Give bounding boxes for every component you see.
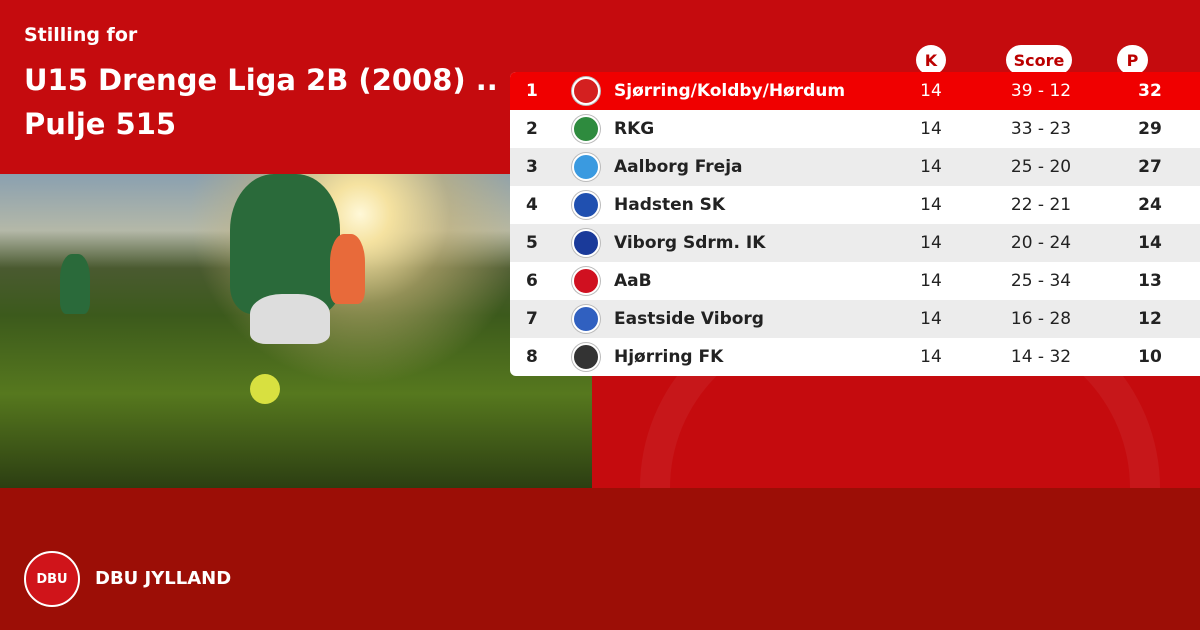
team-name[interactable]: Viborg Sdrm. IK (614, 233, 766, 253)
team-name[interactable]: Eastside Viborg (614, 309, 764, 329)
team-logo-icon (572, 77, 600, 105)
team-logo-cell (562, 77, 610, 105)
team-name[interactable]: AaB (614, 271, 652, 291)
team-logo-cell (562, 191, 610, 219)
points: 32 (1138, 81, 1162, 101)
matches-played: 14 (920, 309, 942, 329)
position: 5 (526, 233, 538, 253)
table-row[interactable]: 6 AaB 14 25 - 34 13 (510, 262, 1200, 300)
header-area: Stilling for U15 Drenge Liga 2B (2008) .… (0, 0, 1200, 488)
team-name[interactable]: Hjørring FK (614, 347, 724, 367)
team-logo-icon (572, 267, 600, 295)
position: 8 (526, 347, 538, 367)
team-logo-icon (572, 191, 600, 219)
points: 13 (1138, 271, 1162, 291)
position: 3 (526, 157, 538, 177)
table-row[interactable]: 2 RKG 14 33 - 23 29 (510, 110, 1200, 148)
matches-played: 14 (920, 81, 942, 101)
team-logo-cell (562, 229, 610, 257)
team-name[interactable]: Hadsten SK (614, 195, 726, 215)
table-row[interactable]: 7 Eastside Viborg 14 16 - 28 12 (510, 300, 1200, 338)
score: 39 - 12 (1010, 81, 1072, 101)
page-subtitle: Stilling for (24, 24, 138, 46)
score: 16 - 28 (1010, 309, 1072, 329)
matches-played: 14 (920, 347, 942, 367)
matches-played: 14 (920, 157, 942, 177)
matches-played: 14 (920, 271, 942, 291)
score: 14 - 32 (1010, 347, 1072, 367)
table-row[interactable]: 8 Hjørring FK 14 14 - 32 10 (510, 338, 1200, 376)
team-logo-cell (562, 115, 610, 143)
matches-played: 14 (920, 195, 942, 215)
points: 27 (1138, 157, 1162, 177)
points: 12 (1138, 309, 1162, 329)
team-logo-icon (572, 305, 600, 333)
score: 25 - 34 (1010, 271, 1072, 291)
team-logo-cell (562, 305, 610, 333)
position: 4 (526, 195, 538, 215)
score: 20 - 24 (1010, 233, 1072, 253)
footer-name: DBU JYLLAND (95, 568, 232, 589)
points: 10 (1138, 347, 1162, 367)
team-name[interactable]: Aalborg Freja (614, 157, 743, 177)
standings-table: 1 Sjørring/Koldby/Hørdum 14 39 - 12 32 2 … (510, 72, 1200, 376)
team-logo-cell (562, 153, 610, 181)
team-logo-icon (572, 115, 600, 143)
team-logo-icon (572, 153, 600, 181)
column-header-k[interactable]: K (916, 45, 946, 75)
table-row[interactable]: 4 Hadsten SK 14 22 - 21 24 (510, 186, 1200, 224)
team-logo-cell (562, 267, 610, 295)
table-row[interactable]: 5 Viborg Sdrm. IK 14 20 - 24 14 (510, 224, 1200, 262)
position: 2 (526, 119, 538, 139)
position: 6 (526, 271, 538, 291)
points: 24 (1138, 195, 1162, 215)
team-logo-cell (562, 343, 610, 371)
points: 29 (1138, 119, 1162, 139)
position: 7 (526, 309, 538, 329)
position: 1 (526, 81, 538, 101)
table-row[interactable]: 1 Sjørring/Koldby/Hørdum 14 39 - 12 32 (510, 72, 1200, 110)
column-header-score[interactable]: Score (1006, 45, 1072, 75)
score: 22 - 21 (1010, 195, 1072, 215)
points: 14 (1138, 233, 1162, 253)
score: 33 - 23 (1010, 119, 1072, 139)
team-logo-icon (572, 343, 600, 371)
matches-played: 14 (920, 233, 942, 253)
matches-played: 14 (920, 119, 942, 139)
page-title: U15 Drenge Liga 2B (2008) .. Pulje 515 (24, 63, 498, 141)
team-name[interactable]: RKG (614, 119, 655, 139)
team-logo-icon (572, 229, 600, 257)
score: 25 - 20 (1010, 157, 1072, 177)
football-photo (0, 174, 592, 488)
dbu-logo-text: DBU (36, 571, 68, 587)
team-name[interactable]: Sjørring/Koldby/Hørdum (614, 81, 846, 101)
dbu-logo: DBU (24, 551, 80, 607)
table-row[interactable]: 3 Aalborg Freja 14 25 - 20 27 (510, 148, 1200, 186)
column-header-p[interactable]: P (1117, 45, 1148, 75)
